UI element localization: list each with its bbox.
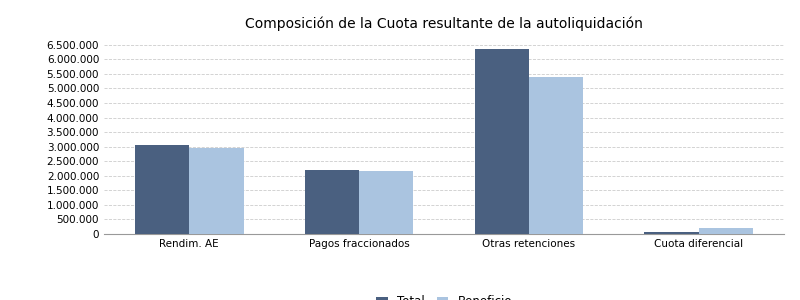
Bar (529, 77, 583, 234)
Bar (474, 50, 529, 234)
Bar (190, 148, 244, 234)
Bar (359, 171, 414, 234)
Bar (698, 228, 753, 234)
Legend: Total, Beneficio: Total, Beneficio (376, 295, 512, 300)
Bar (135, 145, 190, 234)
Title: Composición de la Cuota resultante de la autoliquidación: Composición de la Cuota resultante de la… (245, 16, 643, 31)
Bar (644, 232, 698, 234)
Bar (305, 170, 359, 234)
